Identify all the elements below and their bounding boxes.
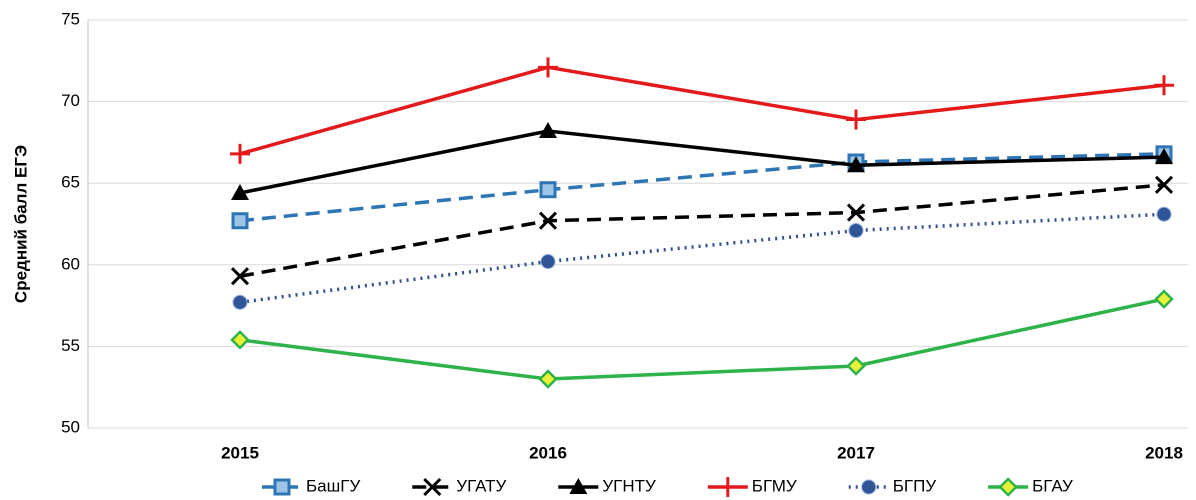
y-tick-label: 50 bbox=[61, 417, 80, 436]
series-line bbox=[239, 65, 1165, 156]
x-tick-label: 2017 bbox=[837, 443, 875, 462]
legend-marker bbox=[273, 478, 291, 496]
data-point bbox=[540, 254, 556, 270]
data-point bbox=[231, 183, 249, 200]
legend-label: БашГУ bbox=[306, 476, 360, 495]
legend-marker bbox=[569, 478, 588, 494]
y-tick-label: 55 bbox=[61, 336, 80, 355]
y-tick-label: 65 bbox=[61, 173, 80, 192]
data-point bbox=[1155, 148, 1173, 165]
data-point bbox=[538, 369, 558, 389]
y-axis-label: Средний балл ЕГЭ bbox=[11, 145, 30, 303]
data-point bbox=[1154, 289, 1174, 309]
legend-marker bbox=[998, 477, 1018, 497]
data-point bbox=[539, 121, 557, 138]
legend-label: БГМУ bbox=[752, 476, 797, 495]
legend-label: УГАТУ bbox=[456, 476, 506, 495]
data-point bbox=[846, 109, 866, 130]
data-point bbox=[231, 212, 249, 230]
data-point bbox=[848, 223, 864, 239]
y-tick-label: 60 bbox=[61, 254, 80, 273]
data-point bbox=[1156, 206, 1172, 222]
data-point bbox=[230, 267, 250, 286]
data-point bbox=[846, 356, 866, 376]
y-tick-label: 75 bbox=[61, 9, 80, 28]
x-tick-label: 2015 bbox=[221, 443, 259, 462]
series-line bbox=[239, 129, 1165, 195]
data-point bbox=[846, 203, 866, 222]
data-point bbox=[538, 211, 558, 230]
data-point bbox=[230, 330, 250, 350]
x-tick-label: 2016 bbox=[529, 443, 567, 462]
series-line bbox=[239, 183, 1165, 278]
x-tick-label: 2018 bbox=[1145, 443, 1183, 462]
legend-label: БГПУ bbox=[893, 476, 937, 495]
data-point bbox=[230, 143, 250, 164]
legend-marker bbox=[717, 477, 738, 497]
legend-label: БГАУ bbox=[1032, 476, 1073, 495]
series-line bbox=[239, 212, 1165, 305]
data-point bbox=[1154, 75, 1174, 96]
legend-marker bbox=[861, 479, 877, 495]
data-point bbox=[232, 294, 248, 310]
legend-label: УГНТУ bbox=[602, 476, 656, 495]
data-point bbox=[538, 57, 558, 78]
series-line bbox=[239, 297, 1165, 381]
data-point bbox=[1154, 175, 1174, 194]
legend-marker bbox=[423, 477, 442, 497]
data-point bbox=[847, 156, 865, 173]
data-point bbox=[539, 181, 557, 199]
y-tick-label: 70 bbox=[61, 91, 80, 110]
series-line bbox=[239, 152, 1165, 223]
